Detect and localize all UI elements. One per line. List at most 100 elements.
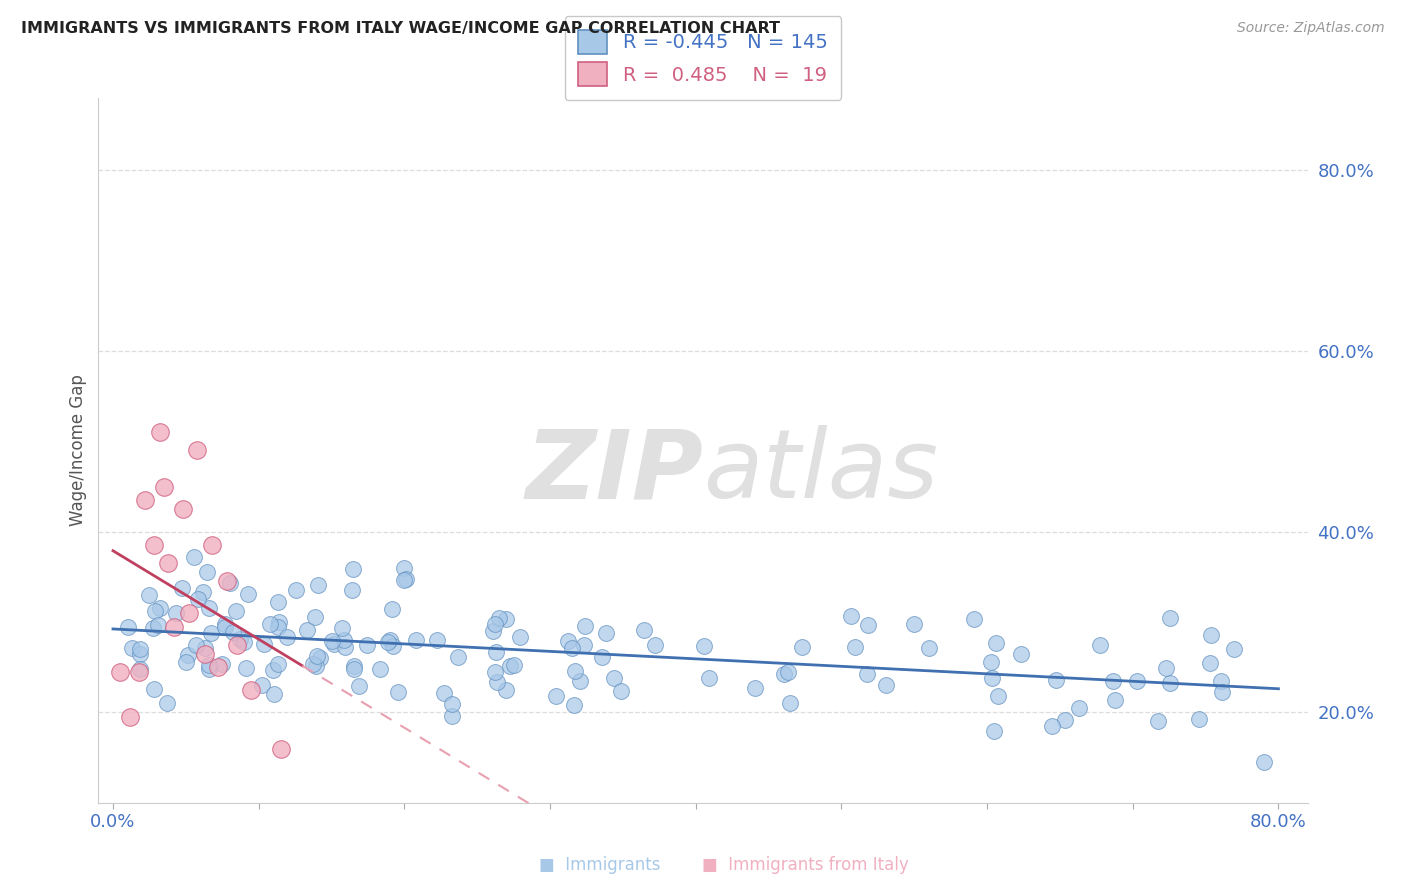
Point [172,581,194,595]
Y-axis label: Wage/Income Gap: Wage/Income Gap [69,375,87,526]
Point [259,617,281,632]
Point [394,573,416,587]
Point [495,683,517,698]
Point [276,630,298,644]
Point [146,618,169,632]
Point [120,710,142,724]
Point [697,671,720,685]
Point [447,649,470,664]
Point [692,639,714,653]
Point [321,633,343,648]
Point [301,657,323,672]
Point [267,615,290,629]
Point [1209,674,1232,689]
Point [790,640,813,655]
Point [305,659,328,673]
Point [1253,755,1275,769]
Point [980,671,1002,685]
Point [263,687,285,701]
Point [149,600,172,615]
Point [174,655,197,669]
Point [1159,611,1181,625]
Point [349,679,371,693]
Point [1067,700,1090,714]
Text: atlas: atlas [703,425,938,518]
Point [129,641,152,656]
Point [184,638,207,652]
Point [544,689,567,703]
Point [644,639,666,653]
Point [207,660,229,674]
Point [240,682,263,697]
Point [156,696,179,710]
Point [333,640,356,654]
Point [962,612,984,626]
Point [368,662,391,676]
Point [1156,661,1178,675]
Point [603,671,626,685]
Point [984,636,1007,650]
Point [149,425,172,440]
Point [266,620,288,634]
Point [1147,714,1170,728]
Point [983,723,1005,738]
Point [267,595,290,609]
Point [572,638,595,652]
Point [236,587,259,601]
Point [499,659,522,673]
Point [153,480,176,494]
Point [1040,719,1063,733]
Point [211,657,233,671]
Point [262,663,284,677]
Point [145,604,167,618]
Point [856,666,879,681]
Point [875,678,897,692]
Point [1198,657,1220,671]
Point [595,625,617,640]
Point [163,619,186,633]
Point [395,572,418,586]
Point [221,625,243,640]
Point [356,638,378,652]
Point [333,633,356,648]
Point [142,538,165,552]
Point [844,640,866,654]
Point [562,698,585,712]
Point [918,640,941,655]
Point [1104,693,1126,707]
Point [343,659,366,673]
Point [1053,714,1076,728]
Point [186,443,208,458]
Point [225,604,247,618]
Point [330,621,353,635]
Point [195,565,218,579]
Point [591,650,613,665]
Point [776,665,799,679]
Point [201,538,224,552]
Point [214,617,236,632]
Point [193,585,215,599]
Point [284,583,307,598]
Point [426,632,449,647]
Text: ZIP: ZIP [524,425,703,518]
Text: IMMIGRANTS VS IMMIGRANTS FROM ITALY WAGE/INCOME GAP CORRELATION CHART: IMMIGRANTS VS IMMIGRANTS FROM ITALY WAGE… [21,21,780,37]
Point [1045,673,1067,688]
Point [307,649,329,664]
Point [229,632,252,647]
Point [194,647,217,661]
Point [110,665,132,679]
Point [219,575,242,590]
Point [172,502,194,516]
Point [841,609,863,624]
Point [1211,685,1233,699]
Point [1188,713,1211,727]
Point [441,697,464,711]
Point [177,606,200,620]
Point [177,648,200,663]
Point [568,673,591,688]
Point [200,625,222,640]
Point [183,550,205,565]
Point [484,665,506,679]
Point [1126,674,1149,689]
Point [433,686,456,700]
